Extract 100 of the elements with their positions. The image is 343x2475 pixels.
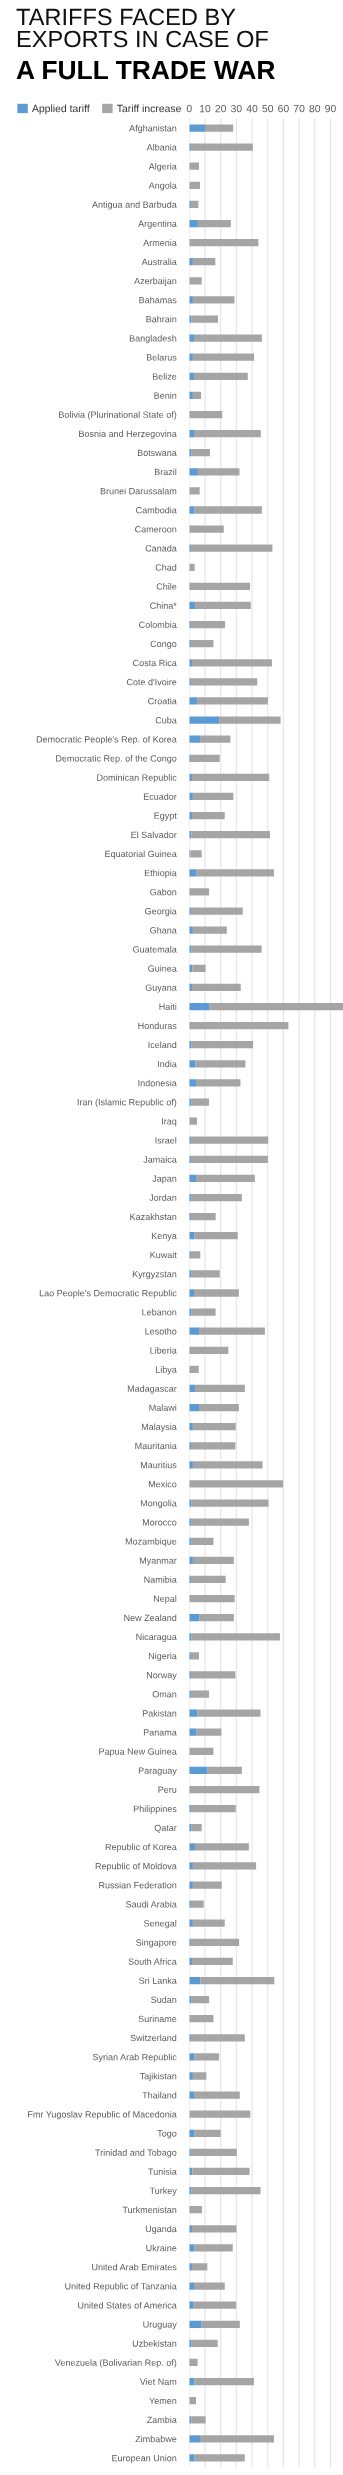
y-tick-label: Mexico (148, 1480, 177, 1488)
bar (189, 2129, 195, 2137)
y-tick-label: Togo (157, 2130, 177, 2139)
bar (189, 487, 200, 495)
y-tick-label: Albania (146, 143, 177, 151)
y-tick-label: Kazakhstan (130, 1213, 177, 1220)
bar (192, 926, 227, 934)
bar (189, 1881, 193, 1889)
bar (191, 1270, 220, 1278)
bar (189, 869, 197, 877)
legend-label: Tariff increase (116, 104, 181, 113)
bar (189, 1461, 193, 1469)
bar (190, 620, 226, 629)
bar (191, 1098, 210, 1106)
bar (189, 1862, 193, 1870)
y-tick-label: Uruguay (143, 2321, 177, 2330)
bar (189, 2358, 198, 2367)
y-tick-label: Lebanon (142, 1308, 177, 1316)
y-tick-label: Israel (155, 1136, 177, 1144)
bar (192, 792, 234, 801)
bar (194, 2377, 254, 2386)
bar (191, 1442, 236, 1450)
bar (190, 678, 258, 686)
bar (189, 2091, 195, 2099)
bar (197, 1709, 261, 1717)
bar (192, 1461, 263, 1469)
bar (189, 239, 259, 247)
y-tick-label: South Africa (128, 1958, 177, 1965)
y-tick-label: Mauritania (135, 1442, 177, 1450)
bar (189, 315, 192, 323)
bar (189, 2015, 214, 2023)
y-tick-label: Angola (148, 182, 177, 191)
bar (192, 1881, 222, 1889)
bar (189, 525, 224, 533)
chart-title: TARIFFS FACED BY EXPORTS IN CASE OF (16, 8, 268, 48)
y-tick-label: Philippines (133, 1805, 177, 1814)
bar (194, 1289, 239, 1297)
y-tick-label: Zambia (146, 2416, 177, 2424)
y-tick-label: Bangladesh (129, 334, 177, 344)
y-tick-label: Venezuela (Bolivarian Rep. of) (54, 2359, 177, 2368)
y-tick-label: Nicaragua (136, 1633, 177, 1642)
x-tick-label: 10 (199, 104, 211, 113)
bar (191, 1824, 202, 1832)
bar (189, 735, 200, 743)
y-tick-label: Peru (158, 1786, 177, 1793)
bar (190, 1575, 226, 1584)
bar (191, 773, 270, 781)
y-tick-label: European Union (112, 2454, 177, 2464)
bar (200, 1976, 275, 1985)
bar (199, 2435, 274, 2443)
y-tick-label: Ecuador (143, 793, 177, 800)
y-tick-label: Madagascar (127, 1385, 177, 1394)
bar (189, 2282, 195, 2290)
y-tick-label: Belarus (146, 353, 177, 361)
y-tick-label: Kyrgyzstan (132, 1270, 177, 1280)
bar (189, 296, 193, 304)
y-tick-label: Costa Rica (133, 659, 177, 667)
y-tick-label: Nigeria (148, 1652, 177, 1661)
y-tick-label: United Arab Emirates (92, 2263, 177, 2271)
y-tick-label: Liberia (150, 1347, 177, 1354)
y-tick-label: Antigua and Barbuda (92, 201, 177, 210)
y-tick-label: Guyana (145, 984, 177, 993)
bar (189, 1499, 192, 1507)
bar (189, 1594, 235, 1603)
y-tick-label: Democratic People's Rep. of Korea (36, 735, 177, 745)
y-tick-label: Congo (150, 640, 177, 649)
y-tick-label: China* (150, 602, 177, 609)
y-tick-label: Jamaica (143, 1156, 177, 1163)
bar (189, 2377, 195, 2386)
bar (194, 2454, 245, 2462)
bar (191, 983, 241, 992)
bar (196, 1079, 241, 1087)
bar (189, 1346, 229, 1354)
y-tick-label: Algeria (148, 162, 177, 172)
y-tick-label: Colombia (139, 621, 177, 628)
y-tick-label: Australia (141, 258, 177, 266)
bar (192, 296, 235, 304)
y-tick-label: Sri Lanka (139, 1977, 177, 1984)
y-tick-label: Democratic Rep. of the Congo (56, 755, 177, 764)
y-tick-label: Turkmenistan (122, 2206, 177, 2214)
bar (189, 1060, 196, 1068)
bar (190, 1212, 216, 1221)
x-tick-label: 50 (262, 104, 274, 113)
bar (196, 869, 274, 877)
y-tick-label: Benin (154, 392, 177, 399)
bar (189, 1117, 197, 1125)
bar (194, 1232, 238, 1240)
bar (189, 410, 223, 419)
y-tick-label: Bosnia and Herzegovina (79, 430, 177, 439)
y-tick-label: Cameroon (135, 526, 177, 533)
y-tick-label: New Zealand (124, 1614, 177, 1622)
bar (197, 468, 240, 476)
y-tick-label: India (158, 1060, 177, 1068)
y-tick-label: Jordan (149, 1194, 177, 1201)
bar (189, 181, 200, 189)
y-tick-label: Morocco (142, 1519, 177, 1526)
bar (191, 1499, 269, 1507)
bar (189, 1365, 199, 1374)
y-tick-label: Canada (145, 544, 177, 552)
y-tick-label: Yemen (149, 2397, 177, 2405)
